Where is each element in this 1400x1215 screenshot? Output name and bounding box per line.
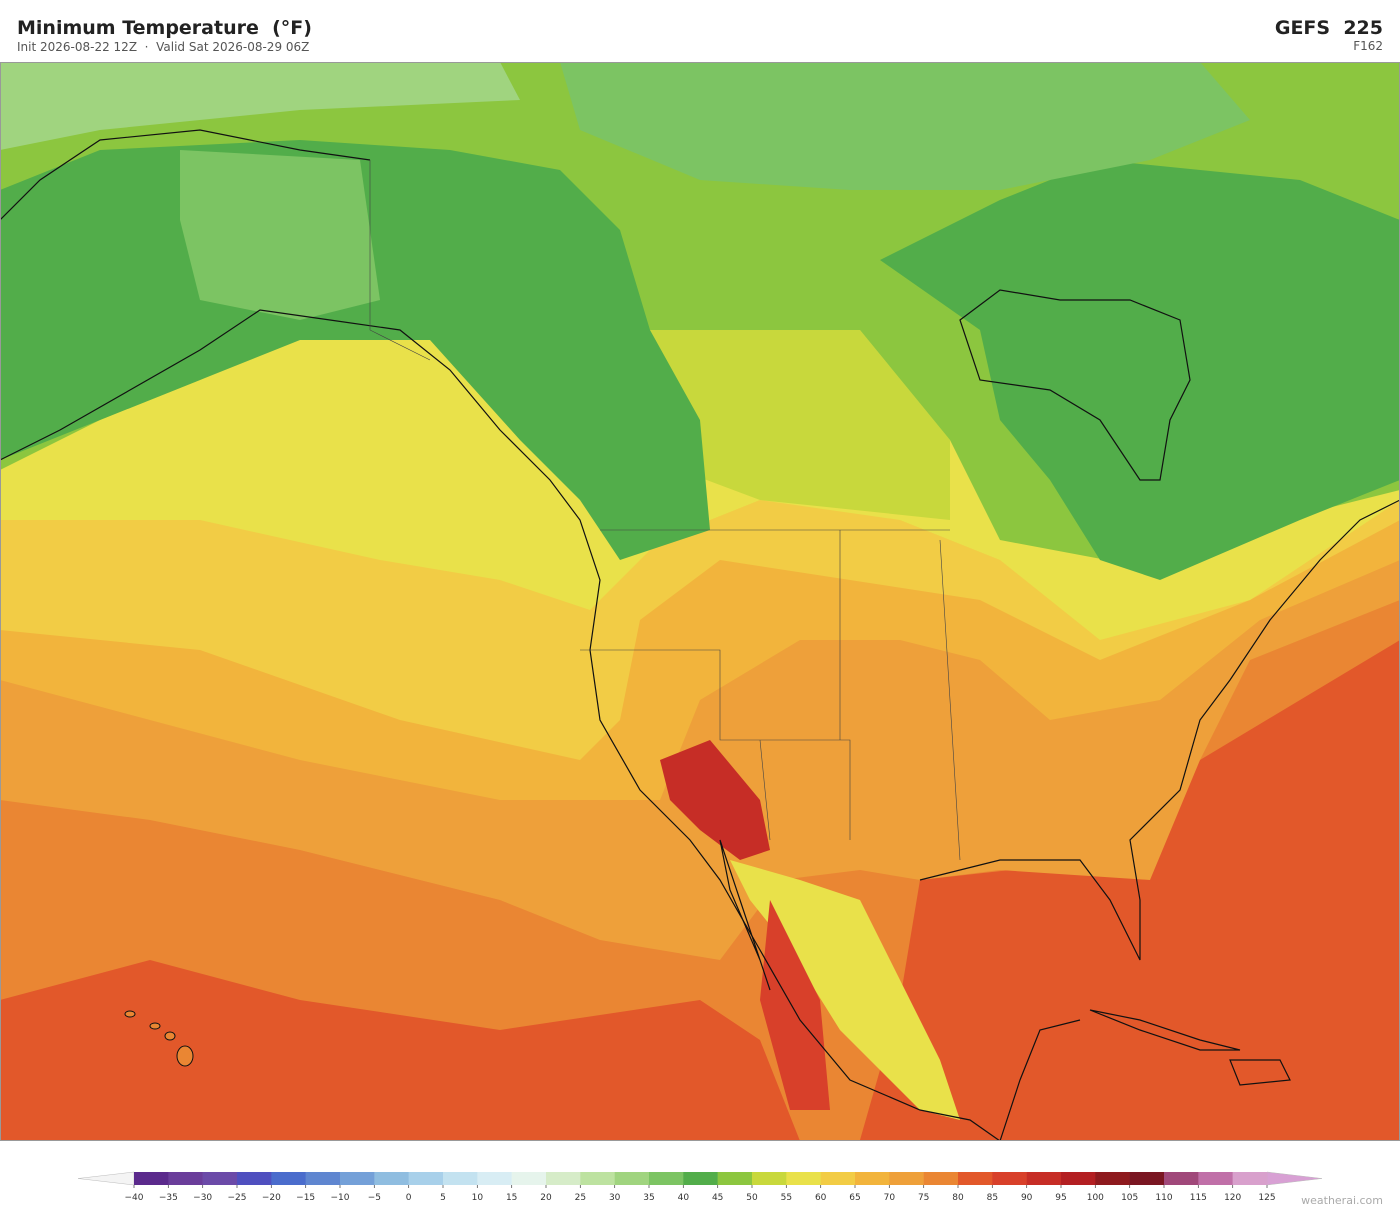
colorbar-tick-label: 60 [815, 1193, 827, 1203]
colorbar-tick-label: 120 [1224, 1193, 1241, 1203]
colorbar-swatch [374, 1172, 409, 1185]
colorbar-swatch [1061, 1172, 1096, 1185]
temp-region [0, 62, 520, 150]
forecast-hour: F162 [1353, 39, 1383, 53]
colorbar-under [77, 1171, 135, 1186]
colorbar-swatch [1232, 1172, 1268, 1185]
temp-region [560, 62, 1250, 190]
colorbar-tick-label: 70 [884, 1193, 896, 1203]
colorbar-tick-label: 115 [1190, 1193, 1207, 1203]
colorbar-tick-label: 110 [1155, 1193, 1172, 1203]
colorbar-swatch [820, 1172, 856, 1185]
colorbar-swatch [1129, 1172, 1165, 1185]
title: Minimum Temperature (°F) [17, 17, 312, 39]
colorbar-swatch [889, 1172, 924, 1185]
colorbar-tick-label: 90 [1021, 1193, 1033, 1203]
colorbar-swatch [614, 1172, 650, 1185]
temp-region [730, 860, 960, 1120]
colorbar-swatch [683, 1172, 718, 1185]
colorbar-tick-label: 95 [1055, 1193, 1066, 1203]
colorbar-swatch [134, 1172, 169, 1185]
hawaii [124, 1010, 194, 1067]
colorbar-tick-label: −15 [296, 1193, 315, 1203]
watermark: weatherai.com [1301, 1194, 1383, 1207]
colorbar-swatch [1198, 1172, 1233, 1185]
colorbar-tick-label: 20 [540, 1193, 552, 1203]
colorbar-tick-label: 125 [1258, 1193, 1275, 1203]
colorbar: −40 −35 −30 −25 −20 −15 −10 −5 0 5 10 15 20 25 30 35 40 4… [77, 1171, 1323, 1203]
temp-region [880, 160, 1400, 580]
colorbar-swatch [1164, 1172, 1199, 1185]
colorbar-swatch [855, 1172, 890, 1185]
colorbar-tick-label: 0 [406, 1193, 412, 1203]
colorbar-swatch [477, 1172, 512, 1185]
colorbar-swatch [1095, 1172, 1130, 1185]
colorbar-tick-label: 105 [1121, 1193, 1138, 1203]
colorbar-swatch [1026, 1172, 1062, 1185]
colorbar-tick-label: 100 [1087, 1193, 1104, 1203]
colorbar-tick-label: −35 [159, 1193, 178, 1203]
colorbar-tick-label: 10 [472, 1193, 484, 1203]
colorbar-tick-label: 65 [849, 1193, 860, 1203]
colorbar-tick-label: 5 [440, 1193, 446, 1203]
colorbar-tick-label: 55 [781, 1193, 792, 1203]
colorbar-tick-label: 75 [918, 1193, 929, 1203]
colorbar-swatch [408, 1172, 444, 1185]
colorbar-swatch [580, 1172, 615, 1185]
colorbar-tick-label: 40 [678, 1193, 690, 1203]
colorbar-swatch [923, 1172, 959, 1185]
temp-region [180, 150, 380, 320]
borders [369, 160, 961, 861]
colorbar-tick-label: −30 [193, 1193, 212, 1203]
colorbar-swatch [786, 1172, 821, 1185]
colorbar-tick-label: 85 [987, 1193, 998, 1203]
colorbar-swatch [717, 1172, 753, 1185]
colorbar-swatch [546, 1172, 581, 1185]
colorbar-swatch [649, 1172, 684, 1185]
colorbar-tick-label: 80 [952, 1193, 964, 1203]
colorbar-tick-label: 45 [712, 1193, 723, 1203]
coastline [0, 129, 1400, 1141]
colorbar-swatch [443, 1172, 478, 1185]
colorbar-swatch [992, 1172, 1027, 1185]
colorbar-swatch [958, 1172, 993, 1185]
colorbar-tick-label: −5 [368, 1193, 381, 1203]
colorbar-swatch [271, 1172, 306, 1185]
colorbar-swatch [305, 1172, 341, 1185]
colorbar-tick-label: 30 [609, 1193, 621, 1203]
colorbar-tick-label: 50 [746, 1193, 758, 1203]
colorbar-swatch [752, 1172, 787, 1185]
colorbar-tick-label: −25 [228, 1193, 247, 1203]
subtitle: Init 2026-08-22 12Z · Valid Sat 2026-08-… [17, 40, 309, 54]
temp-region [760, 900, 830, 1110]
colorbar-tick-label: −10 [331, 1193, 350, 1203]
colorbar-tick-label: −20 [262, 1193, 281, 1203]
colorbar-swatch [202, 1172, 238, 1185]
colorbar-over [1266, 1171, 1323, 1186]
model-label: GEFS 225 [1275, 17, 1383, 39]
temp-region [660, 740, 770, 860]
colorbar-swatch [168, 1172, 203, 1185]
colorbar-tick-label: 35 [643, 1193, 654, 1203]
temp-region [0, 140, 710, 560]
colorbar-swatch [340, 1172, 375, 1185]
colorbar-tick-label: 25 [575, 1193, 586, 1203]
colorbar-tick-label: −40 [125, 1193, 144, 1203]
colorbar-swatch [511, 1172, 547, 1185]
colorbar-swatch [237, 1172, 272, 1185]
colorbar-tick-label: 15 [506, 1193, 517, 1203]
temp-region [640, 330, 950, 520]
map [0, 62, 1400, 1141]
